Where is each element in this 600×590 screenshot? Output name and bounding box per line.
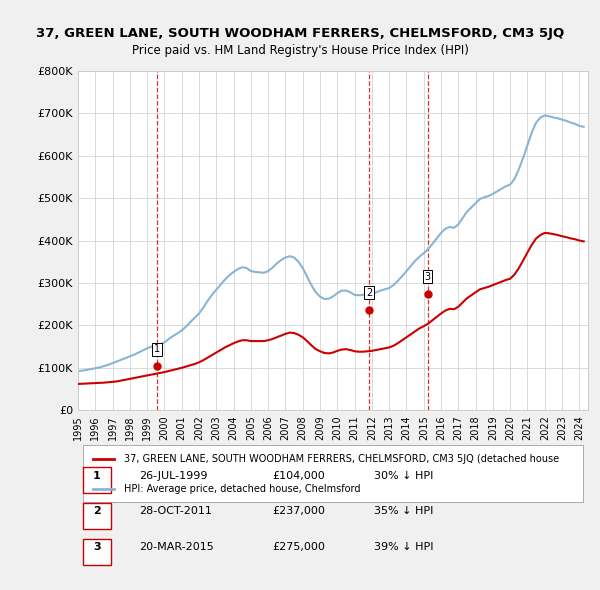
- Text: £275,000: £275,000: [272, 542, 325, 552]
- Text: 30% ↓ HPI: 30% ↓ HPI: [374, 471, 433, 480]
- FancyBboxPatch shape: [83, 503, 111, 529]
- FancyBboxPatch shape: [83, 539, 111, 565]
- Text: 2: 2: [366, 288, 372, 298]
- Text: 3: 3: [93, 542, 101, 552]
- Text: Price paid vs. HM Land Registry's House Price Index (HPI): Price paid vs. HM Land Registry's House …: [131, 44, 469, 57]
- Text: 28-OCT-2011: 28-OCT-2011: [139, 506, 212, 516]
- FancyBboxPatch shape: [83, 445, 583, 502]
- Text: £237,000: £237,000: [272, 506, 325, 516]
- Text: 1: 1: [154, 344, 160, 354]
- Text: 20-MAR-2015: 20-MAR-2015: [139, 542, 214, 552]
- Text: 35% ↓ HPI: 35% ↓ HPI: [374, 506, 433, 516]
- Text: 39% ↓ HPI: 39% ↓ HPI: [374, 542, 433, 552]
- Text: 37, GREEN LANE, SOUTH WOODHAM FERRERS, CHELMSFORD, CM3 5JQ (detached house: 37, GREEN LANE, SOUTH WOODHAM FERRERS, C…: [124, 454, 559, 464]
- Text: 3: 3: [425, 271, 431, 281]
- Text: 26-JUL-1999: 26-JUL-1999: [139, 471, 208, 480]
- Text: 37, GREEN LANE, SOUTH WOODHAM FERRERS, CHELMSFORD, CM3 5JQ: 37, GREEN LANE, SOUTH WOODHAM FERRERS, C…: [36, 27, 564, 40]
- FancyBboxPatch shape: [83, 467, 111, 493]
- Text: 1: 1: [93, 471, 101, 480]
- Text: HPI: Average price, detached house, Chelmsford: HPI: Average price, detached house, Chel…: [124, 484, 361, 494]
- Text: 2: 2: [93, 506, 101, 516]
- Text: £104,000: £104,000: [272, 471, 325, 480]
